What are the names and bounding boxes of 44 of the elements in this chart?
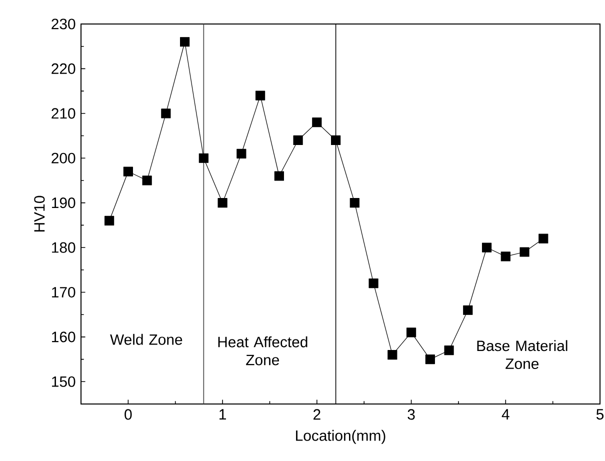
annotation: Base Material Zone — [477, 340, 568, 370]
annotation: Weld Zone — [110, 334, 182, 345]
x-tick-label: 2 — [314, 409, 320, 420]
y-tick-label: 220 — [52, 63, 76, 74]
point — [520, 247, 530, 257]
x-tick-label: 0 — [124, 409, 132, 420]
point — [444, 346, 454, 356]
y-tick-label: 200 — [52, 152, 76, 164]
point — [330, 135, 341, 146]
point — [161, 108, 171, 118]
x-tick-label: 1 — [220, 409, 226, 420]
point — [482, 242, 492, 252]
y-tick-label: 190 — [52, 198, 76, 208]
point — [538, 234, 548, 244]
point — [218, 198, 228, 208]
point — [312, 118, 322, 128]
x-tick-label: 3 — [408, 409, 415, 420]
x-tick-label: 4 — [502, 409, 510, 420]
point — [406, 328, 416, 338]
point — [463, 305, 473, 315]
y-tick-label: 160 — [52, 332, 76, 342]
point — [236, 148, 246, 158]
annotation: Heat Affected Zone — [218, 336, 308, 366]
y-tick-label: 230 — [52, 18, 76, 30]
x-axis-title: Location(mm) — [296, 430, 386, 444]
point — [180, 37, 190, 47]
y-axis-title: HV10 — [34, 196, 45, 232]
point — [425, 354, 435, 364]
point — [142, 176, 152, 186]
point — [388, 350, 398, 360]
point — [500, 252, 510, 262]
point — [350, 198, 360, 208]
y-tick-label: 210 — [52, 108, 76, 119]
point — [368, 278, 378, 288]
point — [255, 90, 266, 100]
point — [293, 135, 303, 146]
y-tick-label: 150 — [52, 376, 76, 387]
y-tick-label: 180 — [52, 242, 76, 253]
point — [104, 216, 114, 226]
point — [123, 166, 133, 176]
x-tick-label: 5 — [596, 409, 604, 420]
point — [198, 153, 208, 163]
point — [274, 171, 284, 181]
y-tick-label: 170 — [52, 286, 76, 298]
